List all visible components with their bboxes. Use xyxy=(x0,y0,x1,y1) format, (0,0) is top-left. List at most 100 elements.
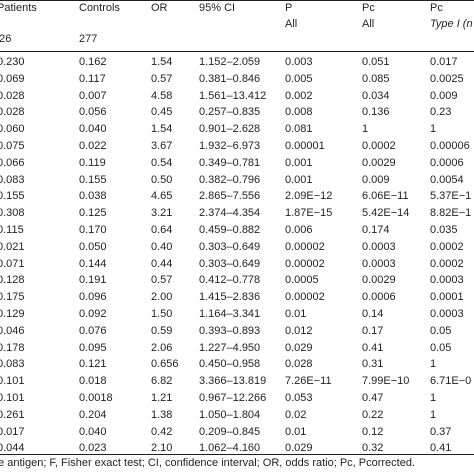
table-cell: 0.008 xyxy=(285,106,313,119)
table-row: 0.129 0.092 1.50 1.164–3.341 0.01 0.14 0.0003 xyxy=(0,306,474,323)
table-cell: 0.459–0.882 xyxy=(199,224,261,236)
table-cell: 0.0006 xyxy=(430,156,464,169)
table-cell: 0.57 xyxy=(151,72,173,85)
header-p-sub: All xyxy=(285,18,298,30)
table-cell: 0.303–0.649 xyxy=(199,240,261,253)
table-cell: 0.303–0.649 xyxy=(199,257,261,270)
table-cell: 0.012 xyxy=(285,324,313,337)
table-cell: 1.415–2.836 xyxy=(199,291,261,304)
table-cell: 0.003 xyxy=(285,56,313,68)
table-cell: 1.38 xyxy=(151,408,173,421)
table-cell: 0.14 xyxy=(362,308,384,320)
table-cell: 0.00002 xyxy=(285,257,325,270)
table-cell: 0.0003 xyxy=(362,240,396,253)
table-cell: 0.12 xyxy=(362,425,384,438)
table-cell: 0.023 xyxy=(79,442,107,455)
table-cell: 0.41 xyxy=(430,442,452,455)
table-cell: 0.00006 xyxy=(430,140,470,152)
table-cell: 0.125 xyxy=(79,207,107,220)
table-cell: 0.0029 xyxy=(362,156,396,169)
table-cell: 1.050–1.804 xyxy=(199,408,261,421)
table-cell: 0.175 xyxy=(0,291,25,304)
table-cell: 0.117 xyxy=(79,72,106,85)
table-cell: 0.00002 xyxy=(285,240,325,253)
table-row: 0.308 0.125 3.21 2.374–4.354 1.87E−15 5.42E−1… xyxy=(0,205,474,222)
table-cell: 4.58 xyxy=(151,89,173,102)
table-cell: 0.075 xyxy=(0,140,25,152)
table-cell: 0.009 xyxy=(362,173,390,186)
table-cell: 0.0018 xyxy=(79,392,113,404)
table-cell: 0.656 xyxy=(151,358,179,371)
table-cell: 5.37E−1 xyxy=(430,190,472,203)
table-cell: 1.932–6.973 xyxy=(199,140,261,152)
table-cell: 0.261 xyxy=(0,408,25,421)
table-cell: 0.046 xyxy=(0,324,25,337)
table-cell: 0.028 xyxy=(0,89,25,102)
table-cell: 0.0025 xyxy=(430,72,464,85)
header-or: OR xyxy=(151,2,168,14)
table-cell: 1.54 xyxy=(151,56,173,68)
table-cell: 0.59 xyxy=(151,324,173,337)
table-cell: 0.0002 xyxy=(430,257,464,270)
table-cell: 1 xyxy=(430,123,437,136)
table-cell: 0.174 xyxy=(362,224,390,236)
table-cell: 0.57 xyxy=(151,274,173,287)
table-cell: 0.076 xyxy=(79,324,107,337)
table-cell: 0.901–2.628 xyxy=(199,123,261,136)
table-cell: 0.044 xyxy=(0,442,25,455)
table-cell: 0.071 xyxy=(0,257,25,270)
table-cell: 0.05 xyxy=(430,324,452,337)
table-cell: 0.056 xyxy=(79,106,107,119)
table-cell: 0.209–0.845 xyxy=(199,425,261,438)
table-cell: 0.41 xyxy=(362,341,384,354)
table-cell: 1.227–4.950 xyxy=(199,341,261,354)
table-cell: 0.162 xyxy=(79,56,107,68)
table-cell: 0.44 xyxy=(151,257,173,270)
table-cell: 0.230 xyxy=(0,56,25,68)
table-cell: 0.393–0.893 xyxy=(199,324,261,337)
table-row: 0.155 0.038 4.65 2.865–7.556 2.09E−12 6.06E−1… xyxy=(0,188,474,205)
table-cell: 7.26E−11 xyxy=(285,375,332,388)
table-cell: 2.09E−12 xyxy=(285,190,333,203)
table-cell: 0.381–0.846 xyxy=(199,72,261,85)
table-cell: 4.65 xyxy=(151,190,173,203)
table-cell: 0.204 xyxy=(79,408,107,421)
header-pc-type1-sub: Type I (n xyxy=(430,18,473,30)
table-cell: 0.450–0.958 xyxy=(199,358,261,371)
patients-count: 326 xyxy=(0,33,12,45)
table-cell: 0.028 xyxy=(285,358,313,371)
table-cell: 0.191 xyxy=(79,274,107,287)
table-cell: 0.05 xyxy=(430,341,452,354)
table-cell: 0.22 xyxy=(362,408,384,421)
table-cell: 2.10 xyxy=(151,442,173,455)
table-cell: 0.0054 xyxy=(430,173,464,186)
table-cell: 0.001 xyxy=(285,173,313,186)
table-cell: 0.02 xyxy=(285,408,307,421)
table-row: 0.028 0.056 0.45 0.257–0.835 0.008 0.136 0.23 xyxy=(0,104,474,121)
table-cell: 0.0003 xyxy=(430,274,464,287)
table-cell: 2.865–7.556 xyxy=(199,190,261,203)
table-cell: 0.42 xyxy=(151,425,173,438)
table-cell: 0.017 xyxy=(0,425,25,438)
table-cell: 0.007 xyxy=(79,89,107,102)
table-cell: 0.0029 xyxy=(362,274,396,287)
table-row: 0.021 0.050 0.40 0.303–0.649 0.00002 0.0003 0.… xyxy=(0,239,474,256)
table-cell: 0.967–12.266 xyxy=(199,392,267,404)
table-cell: 0.101 xyxy=(0,392,25,404)
table-cell: 0.257–0.835 xyxy=(199,106,261,119)
table-cell: 0.128 xyxy=(0,274,25,287)
table-cell: 0.0006 xyxy=(362,291,396,304)
header-controls: Controls xyxy=(79,2,120,14)
table-cell: 0.022 xyxy=(79,140,107,152)
table-cell: 1 xyxy=(430,358,437,371)
table-cell: 0.308 xyxy=(0,207,25,220)
table-top-rule xyxy=(0,0,474,1)
table-cell: 0.136 xyxy=(362,106,390,119)
table-row: 0.066 0.119 0.54 0.349–0.781 0.001 0.0029 0.00… xyxy=(0,155,474,172)
table-row: 0.044 0.023 2.10 1.062–4.160 0.029 0.32 0.41 xyxy=(0,440,474,457)
table-cell: 0.083 xyxy=(0,358,25,371)
table-bottom-rule xyxy=(0,454,474,455)
table-cell: 0.081 xyxy=(285,123,313,136)
table-cell: 0.017 xyxy=(430,56,458,68)
table-cell: 1.50 xyxy=(151,308,173,320)
